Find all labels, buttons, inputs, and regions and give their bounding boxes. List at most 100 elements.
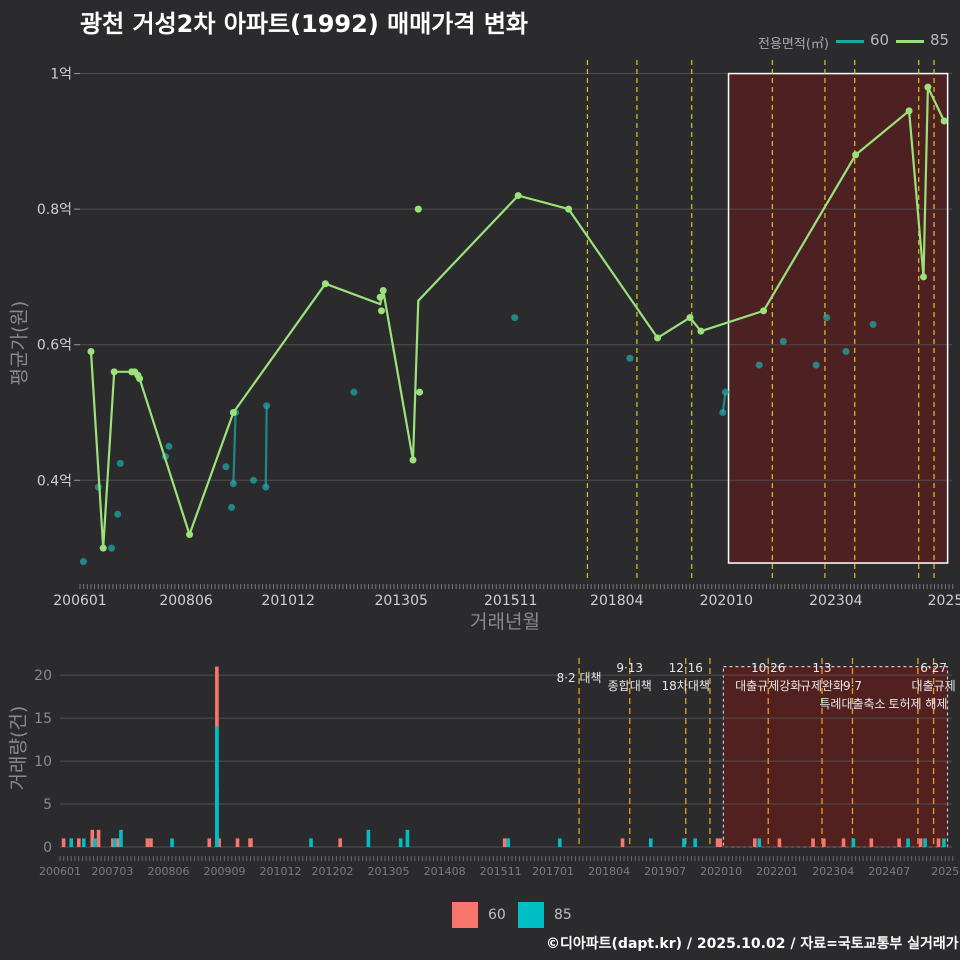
volume-bar-60 <box>116 838 121 847</box>
data-point-85 <box>99 544 107 552</box>
legend-label-60: 60 <box>870 31 890 49</box>
policy-annotation-label-2: 18차대책 <box>662 678 710 693</box>
highlight-region <box>728 73 948 564</box>
volume-bar-85 <box>69 838 74 847</box>
data-point-60 <box>262 483 270 491</box>
volume-y-tick-label-3: 15 <box>34 711 52 727</box>
volume-bar-60 <box>936 838 941 847</box>
data-point-85 <box>760 307 768 315</box>
volume-bar-60 <box>149 838 153 847</box>
volume-bar-85 <box>506 838 511 847</box>
volume-bar-85 <box>81 838 86 847</box>
volume-bar-60 <box>338 838 342 847</box>
policy-annotation-date-4: 1·3 <box>812 661 831 675</box>
volume-bar-85 <box>119 829 123 847</box>
volume-bar-60 <box>145 838 150 847</box>
data-point-60 <box>779 337 787 345</box>
data-point-85 <box>924 83 932 91</box>
volume-x-tick-label-3: 200909 <box>204 865 246 878</box>
data-point-60 <box>108 544 116 552</box>
volume-bar-85 <box>170 838 174 847</box>
data-point-85 <box>940 117 948 125</box>
volume-bar-stacked-85 <box>215 726 219 847</box>
volume-bar-85 <box>906 838 910 847</box>
data-point-85 <box>110 368 118 376</box>
data-point-60 <box>719 409 727 417</box>
volume-bar-60 <box>715 838 720 847</box>
volume-bar-85 <box>366 829 371 847</box>
volume-bar-85 <box>112 838 117 847</box>
volume-bar-60 <box>217 838 221 847</box>
data-point-85 <box>321 280 329 288</box>
legend-swatch-60 <box>836 40 864 43</box>
volume-bar-60 <box>620 838 625 847</box>
volume-bar-60 <box>77 838 81 847</box>
volume-x-tick-label-5: 201202 <box>312 865 354 878</box>
volume-bar-85 <box>405 829 410 847</box>
credit-text: ©디아파트(dapt.kr) / 2025.10.02 / 자료=국토교통부 실… <box>546 936 959 952</box>
volume-bar-85 <box>93 838 97 847</box>
volume-x-tick-label-11: 201907 <box>644 865 686 878</box>
x-tick-label-8: 2025 <box>928 593 960 609</box>
policy-annotation-label-6: 특례대출축소 <box>819 697 885 711</box>
data-point-60 <box>165 442 173 450</box>
volume-bar-stacked-60 <box>215 666 219 727</box>
data-point-85 <box>654 334 662 342</box>
data-point-60 <box>116 459 124 467</box>
data-point-85 <box>379 286 387 294</box>
data-point-60 <box>229 480 237 488</box>
volume-bar-85 <box>398 838 403 847</box>
volume-y-tick-label-2: 10 <box>34 754 52 770</box>
volume-x-tick-label-1: 200703 <box>91 865 133 878</box>
x-tick-label-4: 201511 <box>484 593 537 609</box>
volume-legend-label-85: 85 <box>554 907 572 923</box>
volume-legend-swatch-60 <box>452 902 478 928</box>
policy-annotation-label-3: 대출규제강화 <box>735 679 801 693</box>
data-point-60 <box>721 388 729 396</box>
data-point-60 <box>263 402 271 410</box>
legend-title: 전용면적(㎡) <box>758 37 829 52</box>
data-point-85 <box>229 409 237 417</box>
volume-y-tick-label-4: 20 <box>34 668 52 684</box>
volume-x-tick-label-8: 201511 <box>480 865 522 878</box>
volume-x-tick-label-6: 201305 <box>368 865 410 878</box>
volume-bar-60 <box>90 829 95 847</box>
data-point-85 <box>686 314 694 322</box>
data-point-85 <box>905 107 913 115</box>
volume-bar-85 <box>757 838 762 847</box>
policy-annotation-date-2: 12·16 <box>669 661 703 675</box>
volume-bar-60 <box>811 838 815 847</box>
data-point-60 <box>626 354 634 362</box>
volume-x-tick-label-15: 202407 <box>868 865 910 878</box>
volume-bar-60 <box>822 838 826 847</box>
volume-bar-60 <box>61 838 66 847</box>
y-tick-label-0: 0.4억 <box>37 473 72 489</box>
volume-bar-60 <box>869 838 874 847</box>
policy-annotation-label-7: 토허제 해제 <box>888 697 947 711</box>
volume-x-tick-label-13: 202201 <box>756 865 798 878</box>
volume-bar-85 <box>648 838 653 847</box>
legend-swatch-85 <box>896 40 924 43</box>
data-point-85 <box>186 531 194 539</box>
volume-bar-60 <box>249 838 253 847</box>
volume-x-tick-label-4: 201012 <box>260 865 302 878</box>
volume-x-tick-label-7: 201408 <box>424 865 466 878</box>
y-tick-label-2: 0.8억 <box>37 202 72 218</box>
data-point-60 <box>114 510 122 518</box>
data-point-85 <box>377 307 385 315</box>
x-tick-label-3: 201305 <box>374 593 427 609</box>
volume-legend-label-60: 60 <box>488 907 506 923</box>
data-point-85 <box>514 192 522 200</box>
data-point-85 <box>416 388 424 396</box>
data-point-60 <box>228 503 236 511</box>
legend-label-85: 85 <box>930 31 950 49</box>
policy-annotation-date-1: 9·13 <box>616 661 643 675</box>
volume-y-tick-label-1: 5 <box>43 797 52 813</box>
volume-bar-60 <box>207 838 212 847</box>
volume-bar-85 <box>557 838 562 847</box>
policy-annotation-date-3: 10·26 <box>751 661 785 675</box>
data-point-85 <box>565 205 573 213</box>
data-point-85 <box>136 375 144 383</box>
data-point-60 <box>869 320 877 328</box>
data-point-60 <box>823 314 831 322</box>
